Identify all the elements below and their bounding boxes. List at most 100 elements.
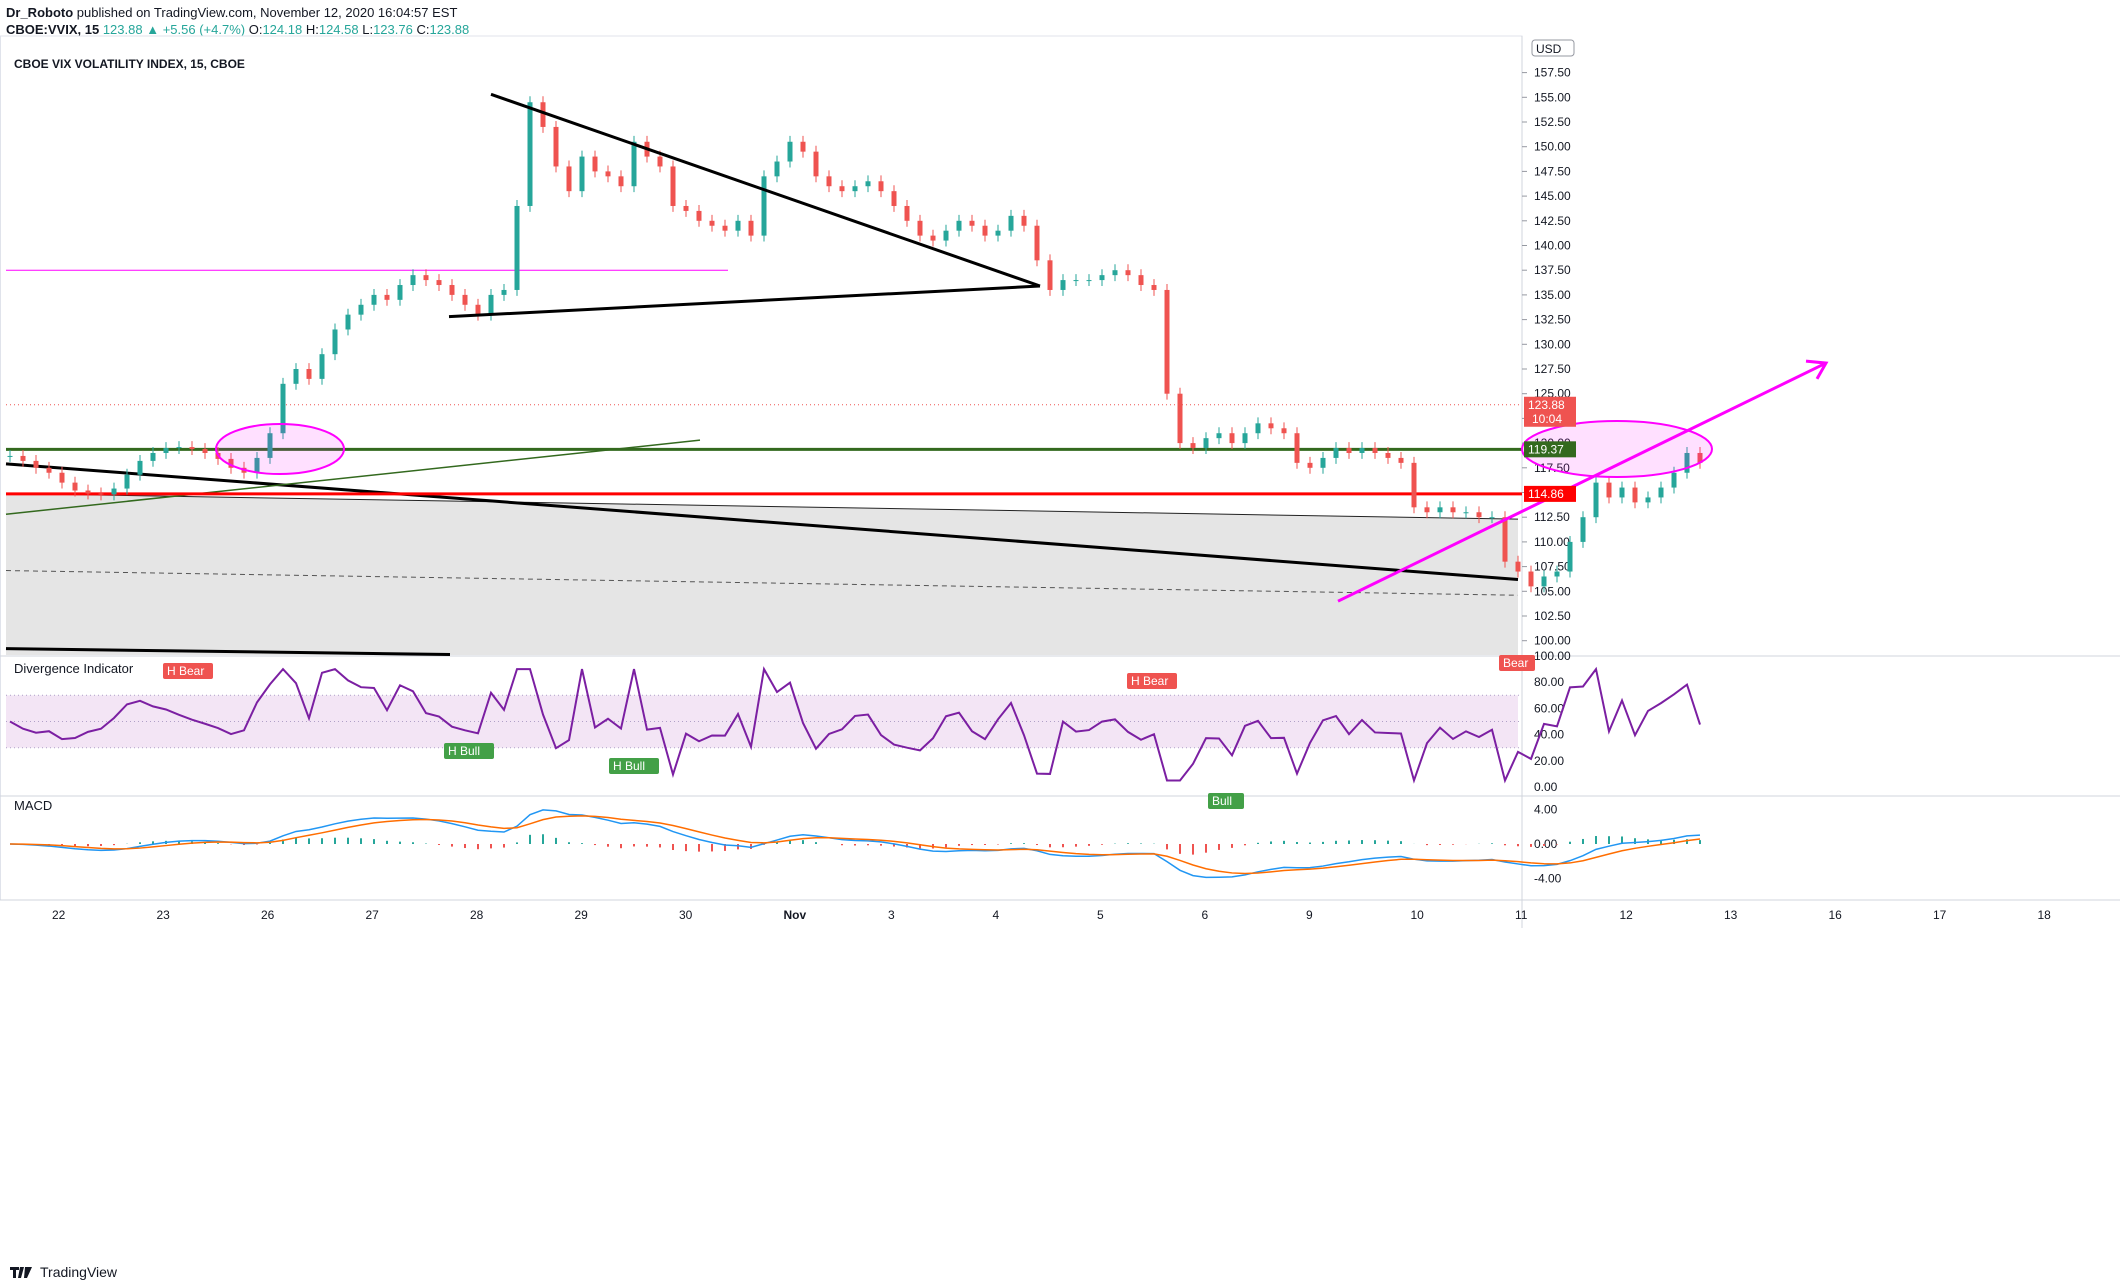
time-tick-label: 16 xyxy=(1829,908,1843,922)
time-tick-label: 3 xyxy=(888,908,895,922)
candle-body xyxy=(293,369,299,384)
candle-body xyxy=(1554,571,1560,577)
time-tick-label: 29 xyxy=(575,908,589,922)
chart-header: Dr_Roboto published on TradingView.com, … xyxy=(6,4,469,38)
grey-parallel-channel xyxy=(6,493,1518,655)
time-tick-label: 23 xyxy=(157,908,171,922)
candle-body xyxy=(332,329,338,355)
channel-upper-line xyxy=(5,492,1519,520)
triangle-upper-trendline xyxy=(490,92,1041,288)
time-tick-label: Nov xyxy=(784,908,807,922)
candle-body xyxy=(527,102,533,206)
channel-mid-dashed-line xyxy=(5,570,1519,596)
candle-body xyxy=(475,304,481,315)
price-tick-label: 130.00 xyxy=(1534,337,1571,351)
candle-body xyxy=(501,289,507,295)
candle-body xyxy=(1112,270,1118,276)
price-axis-label: 114.86 xyxy=(1528,487,1564,501)
candle-body xyxy=(1489,517,1495,519)
candle-body xyxy=(1359,448,1365,453)
candle-body xyxy=(1125,270,1131,276)
price-tick-label: 157.50 xyxy=(1534,66,1571,80)
candle-body xyxy=(384,294,390,300)
candle-body xyxy=(826,176,832,187)
candle-body xyxy=(1580,517,1586,542)
symbol-label[interactable]: CBOE:VVIX, 15 xyxy=(6,22,100,37)
candle-body xyxy=(787,141,793,162)
candle-body xyxy=(1333,448,1339,458)
tradingview-logo-icon xyxy=(10,1267,32,1278)
candle-body xyxy=(280,383,286,434)
price-tick-label: 102.50 xyxy=(1534,609,1571,623)
bear-divergence-label: H Bear xyxy=(1131,674,1168,688)
open-label: O: xyxy=(248,22,263,37)
candle-body xyxy=(1203,438,1209,449)
candle-body xyxy=(371,294,377,305)
divergence-label-bg xyxy=(1127,673,1177,689)
author-name[interactable]: Dr_Roboto xyxy=(6,5,74,20)
price-tick-label: 142.50 xyxy=(1534,214,1571,228)
price-tick-label: 155.00 xyxy=(1534,90,1571,104)
magenta-uptrend-arrow xyxy=(1337,361,1827,603)
candle-body xyxy=(748,220,754,236)
candle-body xyxy=(1385,452,1391,458)
candle-body xyxy=(449,285,455,295)
bear-divergence-label: H Bear xyxy=(167,664,204,678)
candle-body xyxy=(1151,285,1157,290)
footer-brand[interactable]: TradingView xyxy=(40,1264,118,1280)
candle-body xyxy=(605,171,611,177)
candle-body xyxy=(59,472,65,483)
candle-body xyxy=(579,156,585,192)
macd-signal-line xyxy=(9,815,1701,875)
candle-body xyxy=(1034,225,1040,261)
candle-body xyxy=(189,447,195,450)
time-tick-label: 4 xyxy=(993,908,1000,922)
rsi-line xyxy=(9,666,1701,784)
candle-body xyxy=(1476,512,1482,518)
close-value: 123.88 xyxy=(429,22,470,37)
footer: TradingView xyxy=(8,1264,117,1280)
candle-body xyxy=(943,230,949,241)
price-tick-label: 127.50 xyxy=(1534,362,1571,376)
candle-body xyxy=(423,275,429,281)
price-tick-label: 147.50 xyxy=(1534,164,1571,178)
candle-body xyxy=(410,275,416,286)
close-label: C: xyxy=(416,22,430,37)
candle-body xyxy=(1437,507,1443,513)
candle-body xyxy=(1255,423,1261,434)
candle-body xyxy=(1073,280,1079,282)
candle-body xyxy=(514,205,520,290)
candle-body xyxy=(891,191,897,206)
candle-body xyxy=(124,474,130,489)
candle-body xyxy=(735,220,741,231)
divergence-tick-label: 0.00 xyxy=(1534,780,1558,794)
open-value: 124.18 xyxy=(262,22,303,37)
candle-body xyxy=(306,369,312,379)
bottom-black-line xyxy=(5,647,451,657)
macd-tick-label: 0.00 xyxy=(1534,837,1558,851)
candle-body xyxy=(111,488,117,495)
candle-body xyxy=(566,166,572,192)
candle-body xyxy=(1658,487,1664,498)
candle-body xyxy=(1541,576,1547,587)
macd-line xyxy=(9,809,1701,879)
time-tick-label: 18 xyxy=(2038,908,2052,922)
candle-body xyxy=(1606,482,1612,498)
candle-body xyxy=(839,186,845,192)
candle-body xyxy=(345,314,351,330)
candle-body xyxy=(1307,462,1313,468)
price-axis-label-bg xyxy=(1524,441,1576,458)
main-pane-title: CBOE VIX VOLATILITY INDEX, 15, CBOE xyxy=(14,57,245,71)
candle-body xyxy=(1515,561,1521,572)
candle-body xyxy=(1047,260,1053,290)
time-tick-label: 6 xyxy=(1202,908,1209,922)
candle-body xyxy=(228,458,234,468)
price-change: ▲ +5.56 (+4.7%) xyxy=(146,22,246,37)
candle-body xyxy=(631,141,637,187)
candle-body xyxy=(1177,393,1183,444)
price-axis-label: 123.88 xyxy=(1528,398,1565,412)
candle-body xyxy=(1632,487,1638,503)
candle-body xyxy=(1216,433,1222,439)
price-axis-countdown: 10:04 xyxy=(1532,412,1562,426)
